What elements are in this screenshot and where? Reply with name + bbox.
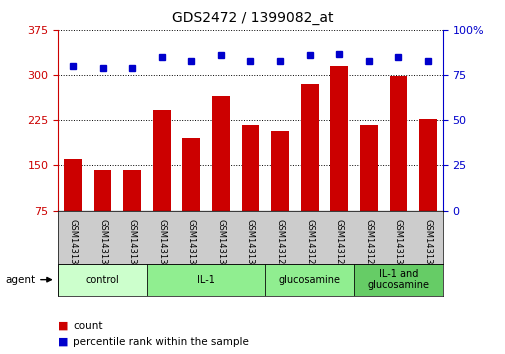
Bar [93, 170, 111, 256]
Text: GSM143127: GSM143127 [305, 218, 314, 269]
Text: GSM143134: GSM143134 [216, 218, 225, 269]
Text: GSM143132: GSM143132 [157, 218, 166, 269]
Text: ■: ■ [58, 337, 69, 347]
Text: count: count [73, 321, 103, 331]
Bar [418, 119, 436, 256]
Text: GSM143130: GSM143130 [393, 218, 402, 269]
Text: percentile rank within the sample: percentile rank within the sample [73, 337, 249, 347]
Bar [389, 76, 407, 256]
Text: control: control [85, 275, 119, 285]
Text: glucosamine: glucosamine [278, 275, 340, 285]
Text: GSM143126: GSM143126 [275, 218, 284, 269]
Text: GDS2472 / 1399082_at: GDS2472 / 1399082_at [172, 11, 333, 25]
Text: GSM143138: GSM143138 [127, 218, 136, 269]
Bar [153, 110, 170, 256]
Text: GSM143131: GSM143131 [423, 218, 432, 269]
Bar [354, 264, 442, 296]
Text: IL-1: IL-1 [197, 275, 215, 285]
Bar [271, 131, 288, 256]
Bar [359, 125, 377, 256]
Text: agent: agent [5, 275, 35, 285]
Bar [300, 84, 318, 256]
Bar [123, 170, 141, 256]
Text: GSM143133: GSM143133 [186, 218, 195, 269]
Bar [58, 264, 146, 296]
Text: GSM143136: GSM143136 [68, 218, 77, 269]
Bar [182, 138, 200, 256]
Bar [241, 125, 259, 256]
Bar [265, 264, 354, 296]
Bar [146, 264, 265, 296]
Bar [64, 159, 82, 256]
Text: GSM143128: GSM143128 [334, 218, 343, 269]
Text: GSM143129: GSM143129 [364, 218, 373, 269]
Text: GSM143137: GSM143137 [98, 218, 107, 269]
Text: ■: ■ [58, 321, 69, 331]
Text: GSM143135: GSM143135 [245, 218, 255, 269]
Text: IL-1 and
glucosamine: IL-1 and glucosamine [367, 269, 429, 291]
Bar [212, 96, 229, 256]
Bar [330, 66, 347, 256]
